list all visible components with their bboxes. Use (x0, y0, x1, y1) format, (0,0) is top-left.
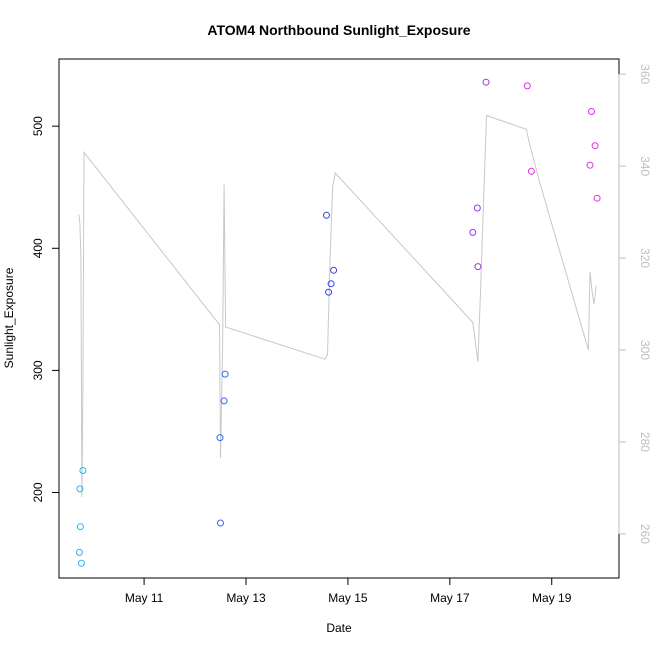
x-tick-label: May 19 (532, 591, 572, 605)
x-axis: May 11 May 13 May 15 May 17 May 19 (125, 577, 572, 605)
data-point (473, 204, 481, 212)
series-line (78, 114, 597, 498)
y-tick-label-right: 320 (638, 248, 650, 268)
plot-frame (58, 58, 620, 579)
data-point (593, 194, 601, 202)
y-tick-label-right: 340 (638, 156, 650, 176)
data-point (527, 167, 535, 175)
y-tick-label-right: 360 (638, 64, 650, 84)
line-layer (78, 114, 597, 498)
y-tick-label-right: 300 (638, 340, 650, 360)
x-tick-label: May 13 (226, 591, 266, 605)
data-point (77, 559, 85, 567)
data-point (586, 161, 594, 169)
y-axis-right: 260 280 300 320 340 360 (618, 64, 650, 544)
data-point (79, 467, 87, 474)
x-tick-label: May 15 (328, 591, 368, 605)
data-point (588, 108, 595, 115)
data-point (75, 548, 83, 556)
x-tick-label: May 11 (125, 591, 164, 605)
y-axis-left: 200 300 400 500 (31, 116, 60, 503)
y-axis-label: Sunlight_Exposure (2, 267, 16, 368)
x-tick-label: May 17 (430, 591, 470, 605)
data-point (330, 266, 338, 274)
data-point (327, 280, 335, 288)
data-point (216, 434, 224, 442)
y-tick-label-left: 200 (31, 482, 45, 502)
data-point (474, 263, 482, 271)
data-point (76, 523, 84, 531)
y-tick-label-left: 400 (31, 238, 45, 258)
data-point (523, 82, 531, 90)
chart-title: ATOM4 Northbound Sunlight_Exposure (207, 22, 470, 38)
data-point (220, 397, 228, 405)
data-point (221, 370, 229, 378)
data-point (591, 142, 599, 150)
data-point (217, 519, 224, 527)
y-tick-label-right: 260 (638, 524, 650, 544)
x-axis-label: Date (326, 621, 352, 635)
data-point (323, 211, 330, 219)
data-point (325, 288, 333, 296)
data-point (469, 228, 477, 236)
points-layer (75, 78, 601, 567)
y-tick-label-left: 300 (31, 360, 45, 380)
data-point (482, 78, 490, 86)
y-tick-label-left: 500 (31, 116, 45, 136)
data-point (76, 485, 84, 493)
y-tick-label-right: 280 (638, 432, 650, 452)
